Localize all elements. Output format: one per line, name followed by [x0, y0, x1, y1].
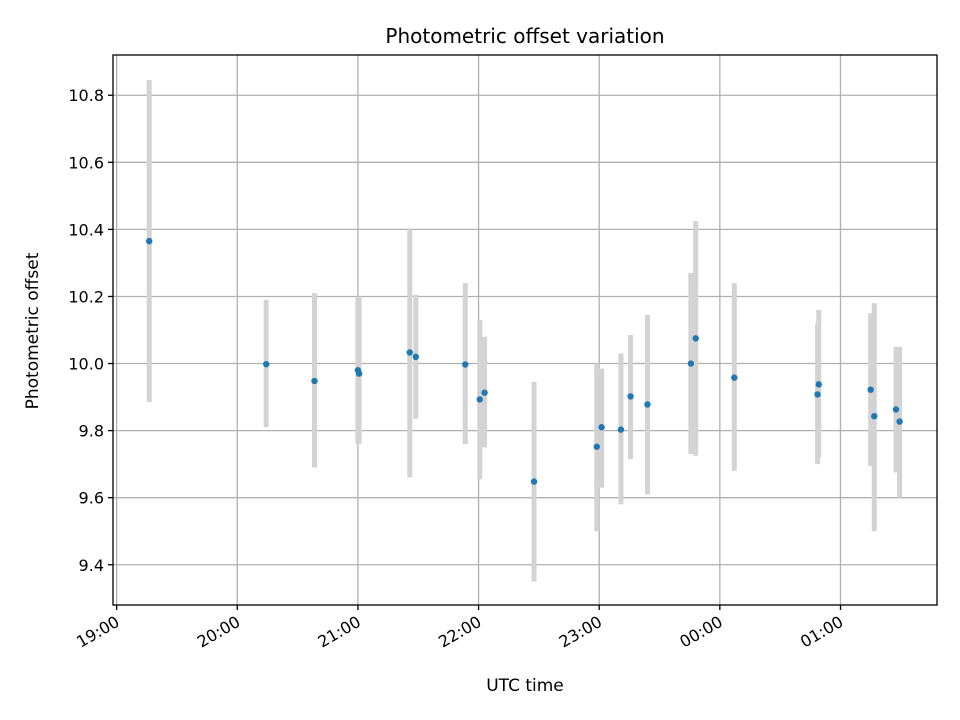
data-point — [530, 478, 538, 485]
data-point — [896, 418, 903, 425]
data-point — [892, 406, 900, 413]
y-tick-label: 10.8 — [68, 86, 104, 105]
data-point — [462, 361, 469, 368]
data-point — [145, 237, 153, 245]
data-point — [406, 349, 413, 356]
y-tick-label: 10.2 — [68, 287, 104, 306]
data-points — [145, 237, 903, 485]
plot-frame — [112, 54, 938, 606]
grid — [113, 55, 937, 605]
data-point — [815, 381, 822, 388]
data-point — [481, 389, 488, 396]
data-point — [627, 393, 634, 400]
data-point — [867, 386, 874, 393]
data-point — [692, 335, 699, 342]
data-point — [617, 426, 625, 433]
chart-title: Photometric offset variation — [385, 24, 664, 48]
data-point — [687, 360, 695, 367]
data-point — [412, 353, 420, 361]
data-point — [598, 424, 605, 431]
y-tick-label: 10.6 — [68, 153, 104, 172]
y-tick-label: 9.6 — [79, 489, 104, 508]
x-axis-label: UTC time — [486, 676, 564, 696]
data-point — [355, 370, 363, 377]
y-tick-label: 9.4 — [79, 556, 104, 575]
data-point — [476, 396, 483, 403]
data-point — [311, 377, 318, 385]
y-axis-ticks: 9.4 9.6 9.8 10.0 10.2 10.4 10.6 10.8 — [68, 86, 113, 575]
y-tick-label: 9.8 — [79, 422, 104, 441]
data-point — [814, 391, 821, 398]
y-axis-label: Photometric offset — [23, 252, 43, 409]
data-point — [644, 401, 651, 408]
data-point — [871, 412, 878, 420]
data-point — [593, 443, 600, 450]
y-tick-label: 10.0 — [68, 355, 104, 374]
y-tick-label: 10.4 — [68, 220, 104, 239]
data-point — [263, 361, 270, 368]
data-point — [731, 374, 738, 381]
